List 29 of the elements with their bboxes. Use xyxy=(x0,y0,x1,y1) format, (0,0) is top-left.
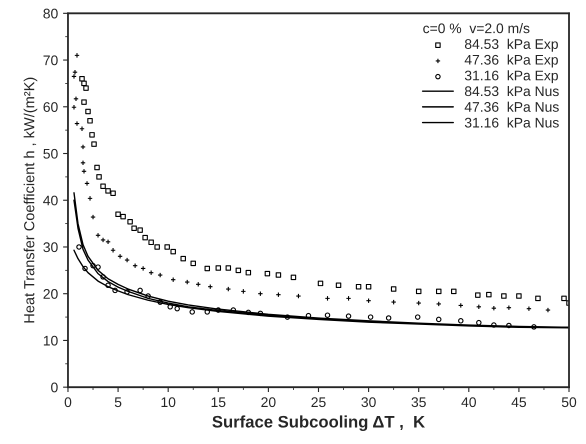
x-tick-label: 25 xyxy=(311,397,326,408)
x-axis-title: Surface Subcooling ΔT , K xyxy=(212,415,425,431)
y-tick-label: 0 xyxy=(51,382,58,392)
y-tick-label: 30 xyxy=(43,242,58,252)
legend-label: 47.36 kPa Exp xyxy=(464,54,558,68)
legend-label: 47.36 kPa Nus xyxy=(464,102,559,112)
y-tick-label: 40 xyxy=(43,196,58,206)
y-tick-label: 50 xyxy=(43,148,58,159)
y-tick-label: 60 xyxy=(44,102,58,112)
x-tick-label: 0 xyxy=(64,397,72,408)
y-tick-label: 20 xyxy=(44,289,58,299)
x-tick-label: 40 xyxy=(461,397,476,408)
x-tick-label: 20 xyxy=(261,397,276,408)
x-tick-label: 30 xyxy=(361,397,376,408)
y-tick-label: 70 xyxy=(44,55,58,66)
x-tick-label: 50 xyxy=(562,397,576,408)
legend-label: 31.16 kPa Nus xyxy=(464,117,559,128)
x-tick-label: 10 xyxy=(162,397,176,408)
legend-label: 31.16 kPa Exp xyxy=(464,70,558,84)
x-tick-label: 35 xyxy=(412,397,426,408)
x-tick-label: 45 xyxy=(512,397,526,408)
legend-label: 84.53 kPa Exp xyxy=(464,38,558,52)
y-tick-label: 10 xyxy=(44,336,58,346)
legend-label: 84.53 kPa Nus xyxy=(464,86,559,96)
x-tick-label: 15 xyxy=(212,397,226,408)
y-tick-label: 80 xyxy=(43,8,58,18)
legend-title: c=0 % v=2.0 m/s xyxy=(423,23,530,34)
x-tick-label: 5 xyxy=(114,397,122,408)
y-axis-title: Heat Transfer Coefficient h , kW/(m²K) xyxy=(24,78,38,322)
